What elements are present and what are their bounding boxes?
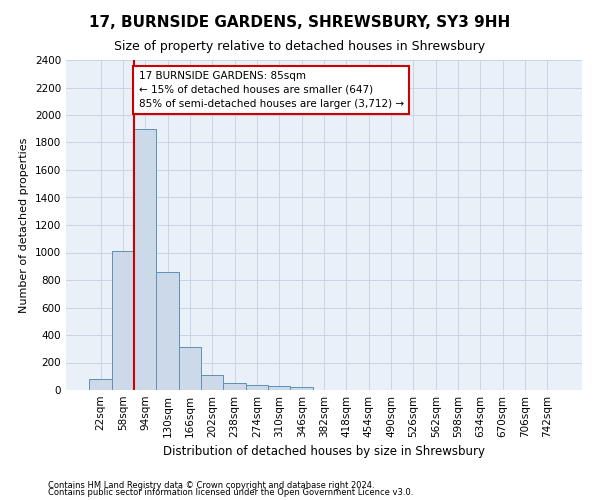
Bar — [246, 384, 268, 390]
Text: Contains HM Land Registry data © Crown copyright and database right 2024.: Contains HM Land Registry data © Crown c… — [48, 480, 374, 490]
Bar — [179, 348, 201, 390]
Text: Size of property relative to detached houses in Shrewsbury: Size of property relative to detached ho… — [115, 40, 485, 53]
Text: 17 BURNSIDE GARDENS: 85sqm
← 15% of detached houses are smaller (647)
85% of sem: 17 BURNSIDE GARDENS: 85sqm ← 15% of deta… — [139, 71, 404, 109]
Bar — [223, 383, 246, 390]
Bar — [268, 386, 290, 390]
Bar — [134, 128, 157, 390]
Bar — [201, 375, 223, 390]
Bar — [112, 251, 134, 390]
X-axis label: Distribution of detached houses by size in Shrewsbury: Distribution of detached houses by size … — [163, 446, 485, 458]
Bar — [157, 272, 179, 390]
Bar — [89, 379, 112, 390]
Text: Contains public sector information licensed under the Open Government Licence v3: Contains public sector information licen… — [48, 488, 413, 497]
Bar — [290, 387, 313, 390]
Y-axis label: Number of detached properties: Number of detached properties — [19, 138, 29, 312]
Text: 17, BURNSIDE GARDENS, SHREWSBURY, SY3 9HH: 17, BURNSIDE GARDENS, SHREWSBURY, SY3 9H… — [89, 15, 511, 30]
